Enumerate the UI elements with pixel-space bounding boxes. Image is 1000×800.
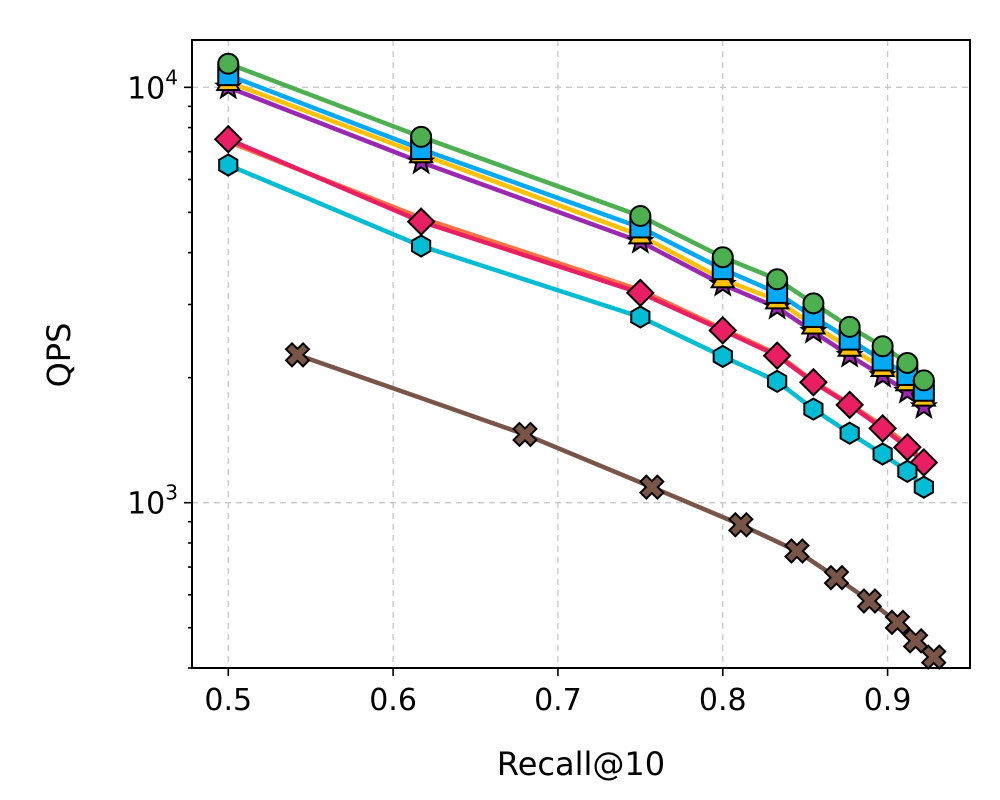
series-blue-line xyxy=(227,73,926,393)
series-pink-marker xyxy=(762,341,792,371)
x-tick-labels: 0.5 0.6 0.7 0.8 0.9 xyxy=(204,683,911,718)
y-tick-label-exponent: 4 xyxy=(165,65,178,89)
y-tick-label-base: 10 xyxy=(127,487,165,522)
series-cyan-marker xyxy=(913,475,934,499)
series-green-marker xyxy=(838,315,861,338)
series-cyan-marker xyxy=(630,305,651,329)
series-green-marker xyxy=(871,335,894,358)
series-green-marker xyxy=(410,125,433,148)
series-cyan-marker xyxy=(712,344,733,369)
series-pink-marker xyxy=(708,315,738,345)
series-brown-marker xyxy=(728,511,754,538)
series-cyan-marker xyxy=(897,459,918,483)
series-cyan-marker xyxy=(872,442,893,466)
series-brown-marker xyxy=(512,421,538,448)
series-cyan-marker xyxy=(839,421,860,445)
series-green-marker xyxy=(912,369,935,392)
x-tick-label: 0.8 xyxy=(699,683,747,718)
series-brown-marker xyxy=(823,564,850,591)
series-cyan-line xyxy=(227,162,926,489)
series-cyan-marker xyxy=(218,153,239,177)
x-tick-label: 0.9 xyxy=(864,683,912,718)
series-pink-marker xyxy=(868,413,898,443)
series-brown-marker xyxy=(284,341,311,368)
series-pink-marker xyxy=(625,278,655,308)
series-green-marker xyxy=(766,268,789,291)
series-cyan-marker xyxy=(411,234,432,258)
series-brown-marker xyxy=(639,474,665,501)
series-purple-line xyxy=(227,85,926,409)
y-axis-label: QPS xyxy=(40,323,78,388)
series-pink-marker xyxy=(213,124,243,154)
series-pink-line xyxy=(227,137,926,465)
series-green-marker xyxy=(896,351,919,374)
y-tick-label: 103 xyxy=(127,481,178,522)
series-green-marker xyxy=(217,52,240,75)
x-tick-label: 0.5 xyxy=(204,683,252,718)
x-tick-label: 0.7 xyxy=(534,683,582,718)
y-tick-label-exponent: 3 xyxy=(165,481,178,505)
series-cyan-marker xyxy=(803,397,824,421)
plot-frame xyxy=(191,39,971,669)
y-tick-label-base: 10 xyxy=(127,71,165,106)
series-cyan-marker xyxy=(767,369,788,393)
series-brown-marker xyxy=(784,538,810,564)
series-brown-marker xyxy=(884,609,911,636)
series-green-marker xyxy=(711,246,734,269)
series-green-marker xyxy=(629,205,652,228)
marker-layer xyxy=(213,52,947,670)
series-layer xyxy=(227,61,936,659)
x-axis-label: Recall@10 xyxy=(497,745,665,783)
y-tick-label: 104 xyxy=(127,65,178,106)
x-tick-label: 0.6 xyxy=(369,683,417,718)
series-brown-marker xyxy=(856,588,883,614)
series-green-marker xyxy=(802,292,825,315)
series-yellow-line xyxy=(227,79,926,400)
series-green-line xyxy=(227,61,926,382)
series-pink-marker xyxy=(798,367,828,397)
series-brown-marker xyxy=(920,644,947,670)
series-pink-marker xyxy=(835,390,865,420)
series-brown-marker xyxy=(902,627,929,654)
